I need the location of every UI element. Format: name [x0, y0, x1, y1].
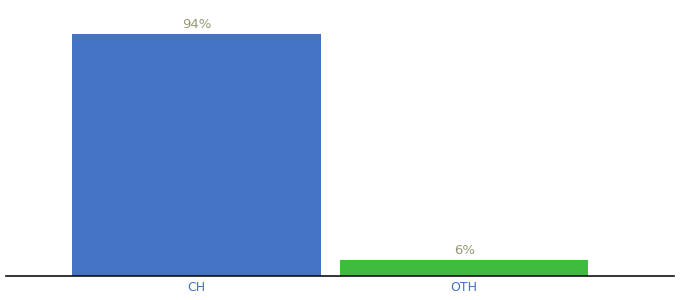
Bar — [340, 260, 588, 276]
Bar — [73, 34, 321, 276]
Text: 6%: 6% — [454, 244, 475, 257]
Text: 94%: 94% — [182, 18, 211, 31]
